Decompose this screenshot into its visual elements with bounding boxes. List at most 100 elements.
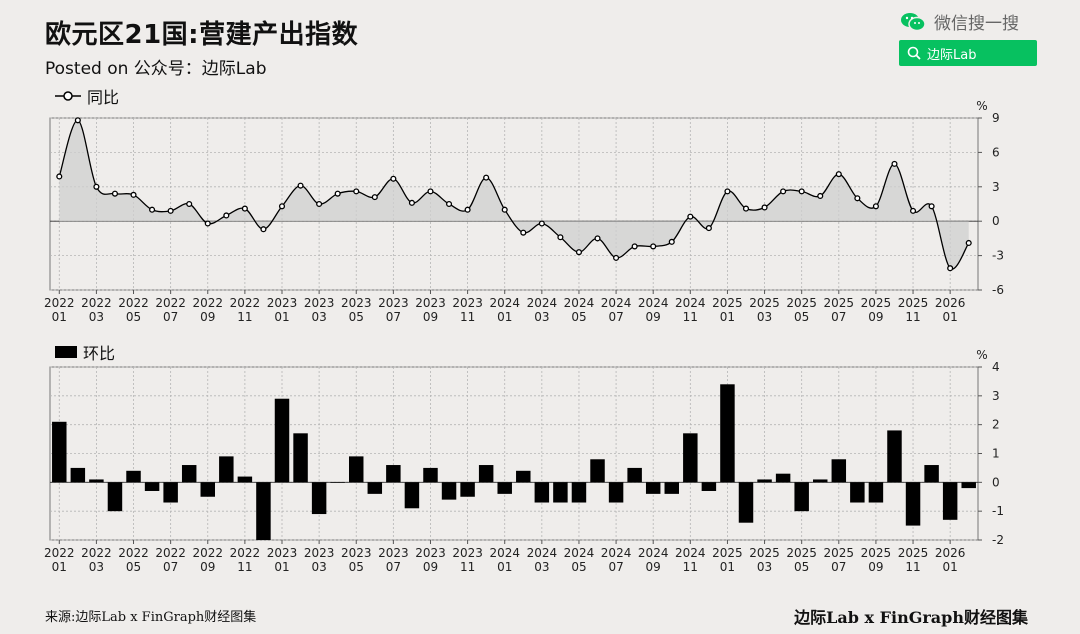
mom-bar: [256, 482, 271, 540]
yoy-point: [835, 171, 842, 178]
x-tick-year-label: 2024: [489, 546, 520, 560]
mom-bar: [961, 482, 976, 489]
x-tick-year-label: 2025: [712, 296, 743, 310]
yoy-point: [167, 207, 174, 214]
yoy-point: [613, 254, 620, 261]
x-tick-year-label: 2023: [267, 296, 298, 310]
search-icon: [907, 46, 921, 60]
y-tick-label: 0: [992, 214, 1000, 228]
x-tick-month-label: 01: [274, 560, 289, 574]
yoy-point: [668, 238, 675, 245]
x-tick-year-label: 2024: [489, 296, 520, 310]
x-tick-year-label: 2024: [564, 546, 595, 560]
x-tick-month-label: 11: [683, 310, 698, 324]
yoy-point: [483, 174, 490, 181]
mom-bar: [163, 482, 178, 503]
page-subtitle: Posted on 公众号：边际Lab: [45, 59, 267, 79]
mom-bar: [553, 482, 568, 503]
yoy-point: [56, 173, 63, 180]
legend-line-marker-icon: [55, 91, 81, 101]
x-tick-month-label: 05: [126, 560, 141, 574]
mom-bar: [627, 467, 642, 483]
mom-bar: [52, 421, 67, 483]
mom-chart: 43210-1-2%202201202203202205202207202209…: [44, 348, 1004, 574]
yoy-point: [872, 203, 879, 210]
yoy-point: [149, 206, 156, 213]
x-tick-year-label: 2022: [118, 296, 149, 310]
yoy-point: [260, 226, 267, 233]
x-tick-year-label: 2023: [415, 546, 446, 560]
x-tick-month-label: 11: [460, 560, 475, 574]
mom-bar: [274, 398, 290, 483]
mom-bar: [794, 482, 809, 512]
y-tick-label: -6: [992, 283, 1004, 297]
yoy-point: [223, 212, 230, 219]
x-tick-month-label: 11: [905, 560, 920, 574]
x-tick-month-label: 01: [943, 310, 958, 324]
x-tick-month-label: 05: [571, 310, 586, 324]
mom-bar: [70, 467, 86, 483]
legend-mom: 环比: [55, 340, 115, 364]
mom-bar: [664, 482, 679, 494]
x-tick-year-label: 2025: [861, 296, 892, 310]
yoy-point: [241, 205, 248, 212]
yoy-point: [445, 200, 453, 208]
mom-bar: [478, 465, 494, 483]
mom-bar: [107, 482, 123, 512]
x-tick-year-label: 2022: [44, 546, 75, 560]
x-tick-month-label: 05: [349, 560, 364, 574]
x-tick-month-label: 01: [497, 560, 512, 574]
x-tick-year-label: 2023: [304, 546, 335, 560]
x-tick-month-label: 11: [905, 310, 920, 324]
x-tick-month-label: 03: [311, 560, 326, 574]
x-tick-year-label: 2022: [81, 546, 112, 560]
x-tick-year-label: 2025: [824, 546, 855, 560]
mom-bar: [571, 482, 587, 503]
x-tick-year-label: 2023: [452, 296, 483, 310]
x-tick-month-label: 03: [757, 310, 772, 324]
mom-bar: [757, 479, 772, 483]
x-tick-year-label: 2023: [304, 296, 335, 310]
x-tick-month-label: 11: [237, 560, 252, 574]
x-tick-month-label: 01: [52, 310, 67, 324]
yoy-point: [780, 188, 787, 195]
search-text: 边际Lab: [927, 47, 977, 63]
x-tick-month-label: 11: [460, 310, 475, 324]
yoy-point: [427, 188, 434, 195]
x-tick-year-label: 2022: [192, 296, 223, 310]
mom-bar: [89, 479, 104, 483]
yoy-point: [575, 249, 583, 256]
y-tick-label: 3: [992, 180, 1000, 194]
x-tick-year-label: 2025: [898, 296, 929, 310]
mom-bar: [905, 482, 921, 526]
x-tick-month-label: 03: [534, 560, 549, 574]
mom-bar: [144, 482, 160, 491]
x-tick-year-label: 2022: [81, 296, 112, 310]
yoy-point: [705, 225, 712, 232]
mom-bar: [330, 482, 345, 483]
yoy-point: [965, 239, 972, 247]
x-tick-month-label: 07: [386, 310, 401, 324]
mom-bar: [237, 476, 253, 483]
y-tick-label: 4: [992, 360, 1000, 374]
yoy-point: [390, 175, 397, 182]
x-tick-year-label: 2025: [861, 546, 892, 560]
yoy-point: [520, 229, 527, 236]
mom-bar: [534, 482, 550, 503]
mom-bar: [720, 384, 735, 483]
yoy-point: [93, 183, 100, 190]
yoy-point: [817, 192, 824, 200]
x-tick-year-label: 2023: [267, 546, 298, 560]
x-tick-year-label: 2025: [898, 546, 929, 560]
yoy-point: [947, 265, 954, 272]
x-tick-month-label: 07: [163, 310, 178, 324]
x-tick-month-label: 09: [868, 310, 883, 324]
x-tick-month-label: 03: [89, 310, 104, 324]
mom-bar: [683, 433, 698, 483]
x-tick-year-label: 2023: [378, 296, 409, 310]
yoy-point: [464, 206, 471, 213]
source-note: 来源:边际Lab x FinGraph财经图集: [45, 610, 257, 625]
x-tick-year-label: 2024: [527, 546, 558, 560]
x-tick-year-label: 2025: [712, 546, 743, 560]
search-button[interactable]: 边际Lab: [899, 40, 1037, 66]
